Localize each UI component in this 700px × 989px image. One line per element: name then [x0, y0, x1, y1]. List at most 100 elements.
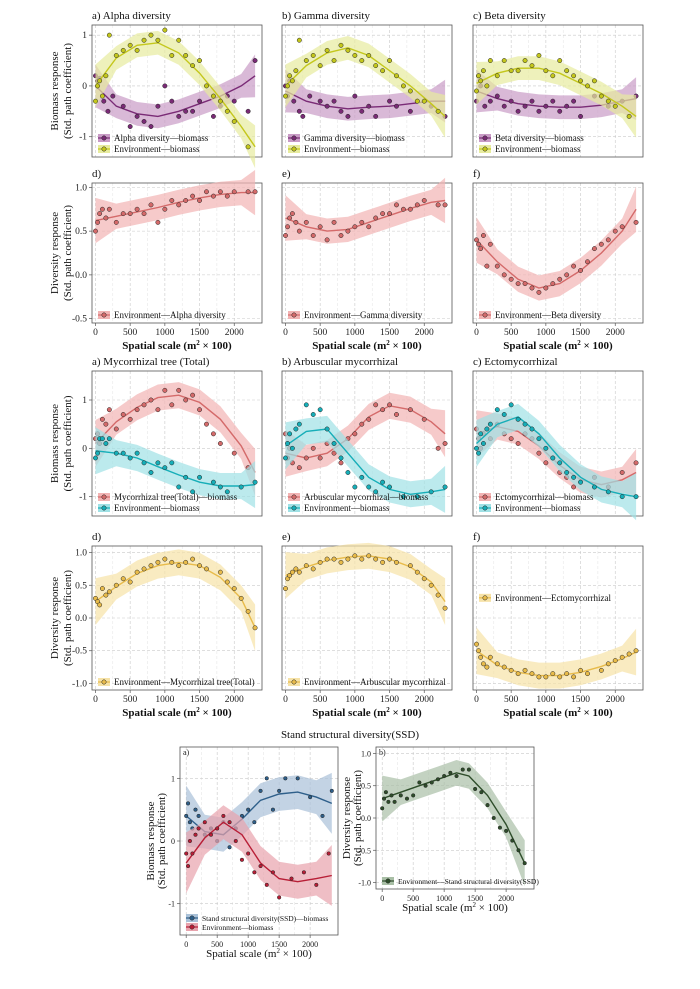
data-point — [141, 566, 147, 572]
data-point — [400, 494, 406, 500]
confidence-band — [285, 542, 446, 625]
data-point — [127, 42, 133, 48]
data-point — [407, 108, 413, 114]
data-point — [162, 387, 168, 393]
data-point — [190, 851, 195, 856]
data-point — [99, 436, 105, 442]
x-tick-label: 2000 — [498, 894, 514, 903]
y-axis-label-line: (Std. path coefficient) — [62, 570, 74, 666]
data-point — [99, 416, 105, 422]
data-point — [127, 579, 133, 585]
data-point — [515, 441, 521, 446]
x-tick-label: 1000 — [345, 695, 364, 705]
data-point — [529, 285, 535, 291]
data-point — [501, 58, 507, 63]
x-tick-label: 1000 — [536, 328, 555, 338]
data-point — [183, 559, 189, 565]
y-tick-label: 0 — [82, 444, 87, 454]
legend-marker — [482, 505, 488, 511]
data-point — [619, 470, 625, 475]
data-point — [93, 455, 98, 461]
data-point — [103, 215, 109, 221]
data-point — [186, 864, 191, 869]
confidence-band — [476, 186, 637, 301]
data-point — [204, 189, 209, 195]
data-point — [300, 113, 306, 119]
y-tick-label: 1.0 — [361, 749, 371, 758]
data-point — [113, 426, 119, 432]
data-point — [97, 78, 103, 84]
x-tick-label: 2000 — [606, 328, 625, 338]
data-point — [233, 838, 238, 844]
data-point — [522, 861, 527, 866]
data-point — [550, 73, 556, 79]
data-point — [217, 569, 223, 575]
data-point — [380, 806, 385, 811]
x-tick-label: 2000 — [415, 328, 434, 338]
data-point — [187, 820, 192, 825]
x-tick-label: 0 — [93, 328, 98, 338]
data-point — [591, 78, 597, 84]
fit-line — [285, 428, 446, 496]
series-0 — [283, 542, 448, 625]
data-point — [324, 237, 330, 243]
x-tick-label: 1500 — [190, 328, 209, 338]
legend-marker — [101, 679, 107, 685]
data-point — [522, 103, 528, 109]
x-tick-label: 0 — [474, 695, 479, 705]
data-point — [310, 445, 316, 451]
data-point — [291, 98, 297, 104]
data-point — [186, 801, 191, 806]
data-point — [331, 58, 337, 63]
data-point — [428, 582, 434, 588]
data-point — [303, 402, 309, 408]
data-point — [407, 407, 413, 413]
panel-p10: d) -1.0 -0.5 0.0 0.5 1.0 0 500 1000 1500 2000Spati… — [49, 531, 263, 719]
x-tick-label: 0 — [93, 695, 98, 705]
data-point — [169, 402, 175, 408]
data-point — [155, 559, 161, 565]
data-point — [564, 470, 570, 475]
legend-label: Environment—biomass — [495, 503, 581, 513]
confidence-band — [476, 403, 637, 521]
data-point — [197, 98, 203, 104]
data-point — [331, 556, 337, 562]
data-point — [485, 803, 490, 808]
data-point — [169, 460, 175, 466]
data-point — [283, 776, 288, 781]
data-point — [303, 563, 309, 569]
data-point — [352, 53, 358, 58]
confidence-band — [95, 427, 256, 509]
y-tick-label: 0.5 — [361, 782, 371, 791]
data-point — [134, 47, 140, 53]
data-point — [287, 215, 293, 221]
data-point — [435, 108, 441, 114]
data-point — [366, 103, 372, 109]
data-point — [289, 211, 295, 217]
data-point — [193, 832, 198, 837]
data-point — [557, 276, 563, 282]
legend-marker — [482, 595, 488, 601]
data-point — [400, 83, 406, 89]
y-axis-label-line: Diversity response — [341, 777, 353, 859]
data-point — [103, 421, 109, 427]
data-point — [210, 93, 216, 99]
x-axis-label: Spatial scale (m2 × 100) — [122, 339, 232, 352]
fit-line — [381, 772, 526, 864]
data-point — [501, 664, 507, 670]
legend-label: Alpha diversity—biomass — [114, 133, 209, 143]
x-tick-label: 500 — [407, 894, 419, 903]
x-axis-label-rest: × 100) — [390, 707, 422, 719]
data-point — [578, 78, 584, 84]
data-point — [536, 436, 542, 442]
data-point — [97, 602, 103, 608]
data-point — [148, 124, 154, 129]
data-point — [345, 228, 351, 234]
x-tick-label: 2000 — [415, 695, 434, 705]
data-point — [442, 605, 448, 611]
data-point — [543, 285, 549, 291]
data-point — [536, 108, 542, 114]
data-point — [215, 826, 220, 831]
